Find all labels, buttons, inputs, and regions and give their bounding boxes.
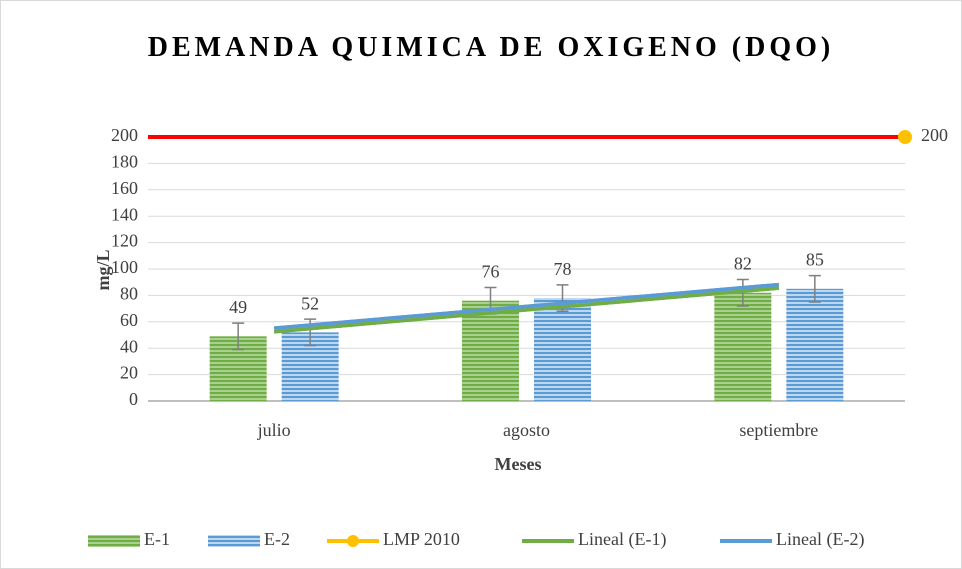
legend-label: Lineal (E-1) (578, 529, 666, 550)
trend-line (274, 282, 779, 330)
legend-swatch (208, 535, 260, 547)
trend-line (274, 286, 779, 334)
error-bar (232, 322, 245, 351)
y-tick-label: 140 (111, 204, 138, 224)
y-tick-label: 200 (111, 125, 138, 145)
bar (462, 300, 519, 401)
x-tick-label: septiembre (739, 420, 818, 440)
legend-label: E-2 (264, 529, 290, 549)
limit-marker (898, 130, 912, 144)
data-label: 200 (921, 125, 948, 145)
y-tick-label: 60 (120, 310, 138, 330)
y-axis-label: mg/L (93, 249, 113, 290)
bar (786, 288, 844, 401)
y-tick-label: 180 (111, 152, 138, 172)
y-tick-label: 20 (120, 363, 138, 383)
error-bar (808, 274, 821, 303)
chart-title: DEMANDA QUIMICA DE OXIGENO (DQO) (147, 32, 835, 63)
legend-label: LMP 2010 (383, 529, 460, 549)
data-label: 82 (734, 254, 752, 274)
data-label: 76 (482, 262, 500, 282)
y-tick-label: 160 (111, 178, 138, 198)
bar (714, 292, 772, 401)
y-tick-label: 80 (120, 284, 138, 304)
data-label: 78 (554, 259, 572, 279)
data-label: 49 (229, 297, 247, 317)
bar (534, 298, 591, 401)
data-label: 85 (806, 250, 824, 270)
x-tick-label: agosto (503, 420, 550, 440)
y-tick-label: 100 (111, 257, 138, 277)
data-label: 52 (301, 293, 319, 313)
x-axis-label: Meses (495, 454, 542, 474)
x-tick-label: julio (257, 420, 291, 440)
y-tick-label: 40 (120, 336, 138, 356)
legend-marker (347, 535, 359, 547)
legend-label: E-1 (144, 529, 170, 549)
y-tick-label: 120 (111, 231, 138, 251)
legend-label: Lineal (E-2) (776, 529, 864, 550)
y-tick-label: 0 (129, 389, 138, 409)
legend-swatch (88, 535, 140, 547)
